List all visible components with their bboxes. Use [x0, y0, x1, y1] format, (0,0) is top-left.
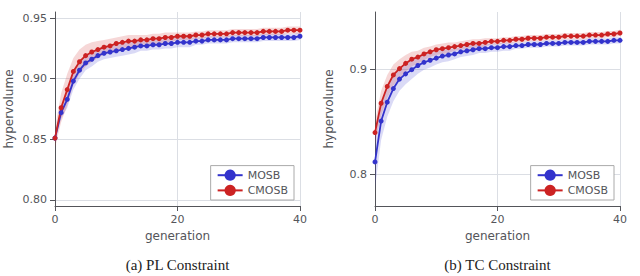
- svg-text:0.80: 0.80: [23, 193, 48, 206]
- svg-text:hypervolume: hypervolume: [322, 69, 336, 148]
- svg-text:0: 0: [372, 213, 379, 226]
- svg-text:generation: generation: [145, 229, 210, 243]
- svg-text:0.90: 0.90: [23, 72, 48, 85]
- svg-text:20: 20: [491, 213, 505, 226]
- svg-text:CMOSB: CMOSB: [568, 184, 608, 197]
- svg-text:0.9: 0.9: [350, 63, 368, 76]
- svg-text:0.85: 0.85: [23, 133, 48, 146]
- svg-text:(a) PL Constraint: (a) PL Constraint: [126, 257, 230, 274]
- svg-text:0.95: 0.95: [23, 12, 48, 25]
- svg-text:0.8: 0.8: [350, 168, 368, 181]
- svg-text:MOSB: MOSB: [568, 169, 601, 182]
- svg-text:hypervolume: hypervolume: [2, 69, 16, 148]
- svg-text:generation: generation: [465, 229, 530, 243]
- svg-text:MOSB: MOSB: [248, 169, 281, 182]
- svg-text:0: 0: [52, 213, 59, 226]
- svg-text:(b) TC Constraint: (b) TC Constraint: [444, 257, 551, 274]
- svg-text:40: 40: [613, 213, 627, 226]
- svg-text:40: 40: [293, 213, 307, 226]
- svg-text:CMOSB: CMOSB: [248, 184, 288, 197]
- svg-text:20: 20: [171, 213, 185, 226]
